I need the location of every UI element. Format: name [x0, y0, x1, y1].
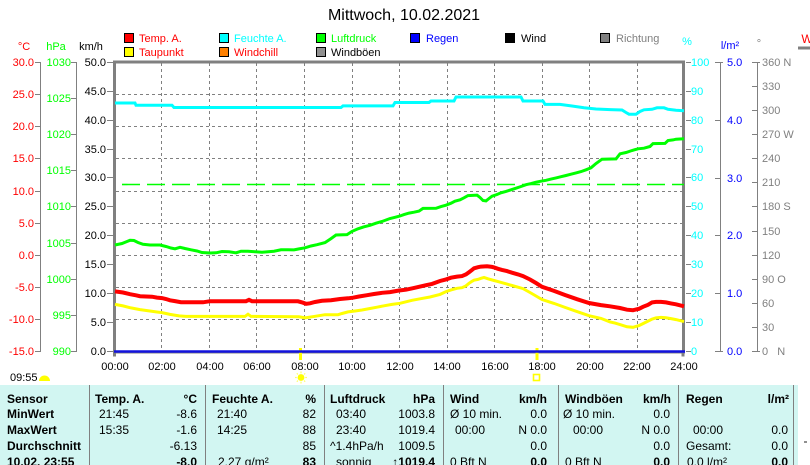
svg-text:-5.0: -5.0	[15, 282, 34, 294]
svg-text:25.0: 25.0	[85, 201, 106, 213]
svg-text:%: %	[682, 36, 692, 48]
svg-text:Regen: Regen	[426, 33, 458, 45]
svg-text:5.0: 5.0	[91, 317, 106, 329]
svg-text:20.0: 20.0	[85, 230, 106, 242]
svg-text:15.0: 15.0	[85, 259, 106, 271]
svg-text:990: 990	[53, 346, 71, 358]
svg-text:180 S: 180 S	[762, 201, 791, 213]
svg-text:30.0: 30.0	[13, 57, 34, 69]
svg-text:Richtung: Richtung	[616, 33, 659, 45]
svg-text:1015: 1015	[47, 165, 71, 177]
svg-text:5.0: 5.0	[727, 57, 742, 69]
svg-text:24:00: 24:00	[670, 361, 698, 373]
svg-text:30: 30	[762, 322, 774, 334]
svg-text:1.0: 1.0	[727, 288, 742, 300]
svg-text:30: 30	[691, 259, 703, 271]
svg-text:10: 10	[691, 317, 703, 329]
svg-text:35.0: 35.0	[85, 144, 106, 156]
svg-text:10:00: 10:00	[338, 361, 366, 373]
svg-text:5.0: 5.0	[19, 218, 34, 230]
svg-text:Wind: Wind	[521, 33, 546, 45]
svg-text:°: °	[757, 38, 761, 50]
svg-text:40.0: 40.0	[85, 115, 106, 127]
svg-text:10.0: 10.0	[85, 288, 106, 300]
svg-text:04:00: 04:00	[196, 361, 224, 373]
svg-text:16:00: 16:00	[481, 361, 509, 373]
svg-text:22:00: 22:00	[623, 361, 651, 373]
svg-text:20.0: 20.0	[13, 121, 34, 133]
svg-text:120: 120	[762, 250, 780, 262]
svg-text:40: 40	[691, 230, 703, 242]
svg-text:1025: 1025	[47, 93, 71, 105]
svg-text:°C: °C	[18, 41, 30, 53]
svg-text:1020: 1020	[47, 129, 71, 141]
svg-text:Mittwoch, 10.02.2021: Mittwoch, 10.02.2021	[328, 7, 480, 24]
svg-text:09:55: 09:55	[10, 372, 38, 384]
svg-text:25.0: 25.0	[13, 89, 34, 101]
svg-text:50: 50	[691, 201, 703, 213]
svg-text:0 N: 0 N	[762, 346, 785, 358]
svg-text:km/h: km/h	[79, 41, 103, 53]
svg-text:300: 300	[762, 105, 780, 117]
svg-text:3.0: 3.0	[727, 173, 742, 185]
svg-text:1005: 1005	[47, 238, 71, 250]
svg-text:1010: 1010	[47, 201, 71, 213]
svg-text:60: 60	[762, 298, 774, 310]
svg-text:240: 240	[762, 153, 780, 165]
svg-text:Taupunkt: Taupunkt	[139, 47, 184, 59]
svg-text:2.0: 2.0	[727, 230, 742, 242]
svg-text:00:00: 00:00	[101, 361, 129, 373]
svg-text:20: 20	[691, 288, 703, 300]
svg-text:08:00: 08:00	[291, 361, 319, 373]
svg-text:1000: 1000	[47, 274, 71, 286]
svg-text:18:00: 18:00	[528, 361, 556, 373]
svg-text:02:00: 02:00	[148, 361, 176, 373]
svg-text:W: W	[801, 32, 810, 46]
svg-text:150: 150	[762, 226, 780, 238]
svg-text:50.0: 50.0	[85, 57, 106, 69]
svg-text:hPa: hPa	[46, 41, 66, 53]
svg-text:-10.0: -10.0	[9, 314, 34, 326]
svg-text:0.0: 0.0	[91, 346, 106, 358]
svg-text:360 N: 360 N	[762, 57, 791, 69]
svg-text:-15.0: -15.0	[9, 346, 34, 358]
svg-text:4.0: 4.0	[727, 115, 742, 127]
svg-text:995: 995	[53, 310, 71, 322]
svg-text:20:00: 20:00	[576, 361, 604, 373]
svg-text:0: 0	[691, 346, 697, 358]
svg-text:Feuchte A.: Feuchte A.	[234, 33, 287, 45]
svg-text:Windböen: Windböen	[331, 47, 381, 59]
svg-text:Temp. A.: Temp. A.	[139, 33, 182, 45]
svg-text:0.0: 0.0	[19, 250, 34, 262]
svg-text:70: 70	[691, 144, 703, 156]
svg-text:12:00: 12:00	[386, 361, 414, 373]
svg-text:100: 100	[691, 57, 709, 69]
svg-text:Windchill: Windchill	[234, 47, 278, 59]
svg-text:14:00: 14:00	[433, 361, 461, 373]
svg-text:0.0: 0.0	[727, 346, 742, 358]
svg-text:15.0: 15.0	[13, 153, 34, 165]
svg-text:45.0: 45.0	[85, 86, 106, 98]
svg-text:90 O: 90 O	[762, 274, 786, 286]
svg-text:06:00: 06:00	[243, 361, 271, 373]
svg-text:80: 80	[691, 115, 703, 127]
svg-text:10.0: 10.0	[13, 186, 34, 198]
svg-text:90: 90	[691, 86, 703, 98]
svg-text:l/m²: l/m²	[721, 40, 740, 52]
svg-text:1030: 1030	[47, 57, 71, 69]
svg-text:60: 60	[691, 172, 703, 184]
svg-text:330: 330	[762, 81, 780, 93]
svg-text:210: 210	[762, 177, 780, 189]
svg-text:270 W: 270 W	[762, 129, 794, 141]
svg-text:30.0: 30.0	[85, 172, 106, 184]
svg-text:Luftdruck: Luftdruck	[331, 33, 377, 45]
